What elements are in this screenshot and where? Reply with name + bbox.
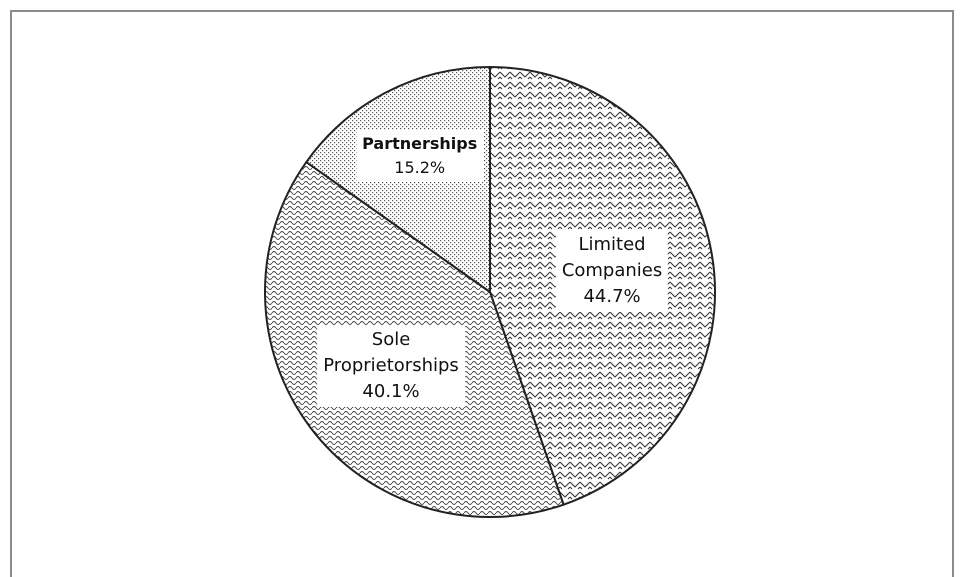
chart-frame: [10, 10, 954, 577]
slice-value-label: 44.7%: [583, 286, 641, 308]
slice-label: Limited Companies 44.7%: [555, 230, 669, 313]
slice-value-label: 15.2%: [394, 158, 446, 178]
slice-category: Partnerships: [362, 134, 478, 154]
slice-category: Limited Companies: [561, 234, 663, 282]
slice-label: Sole Proprietorships 40.1%: [317, 325, 465, 408]
slice-category: Sole Proprietorships: [323, 329, 459, 377]
slice-value-label: 40.1%: [362, 381, 420, 403]
slice-label: Partnerships 15.2%: [356, 130, 484, 183]
